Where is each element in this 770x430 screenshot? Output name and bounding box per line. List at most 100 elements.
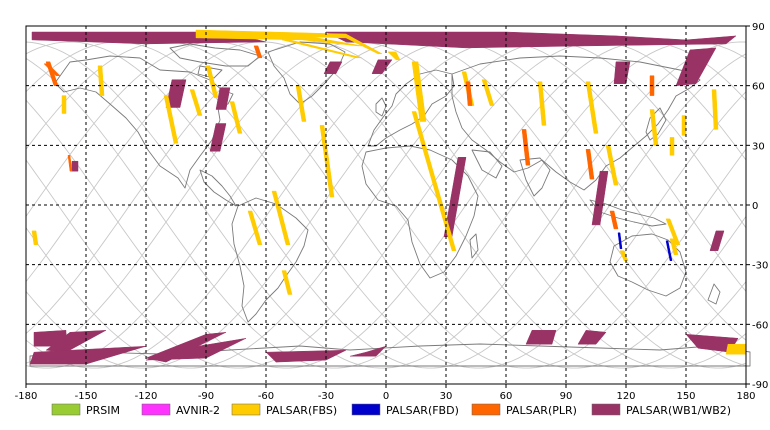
palsar-fbs-swath: [31, 230, 39, 246]
palsar-plr-swath: [43, 63, 61, 76]
japan-coast: [645, 107, 667, 141]
palsar-fbs-swath: [205, 65, 219, 98]
south-america-coast: [231, 197, 309, 323]
palsar-fbs-swath: [281, 39, 363, 59]
arabia-coast: [471, 149, 503, 179]
palsar-fbs-swath: [61, 95, 67, 114]
x-tick-label: -30: [318, 391, 334, 402]
palsar-wb-swath: [325, 31, 737, 49]
australia-coast: [609, 233, 687, 297]
palsar-fbs-swath: [585, 81, 599, 134]
palsar-fbs-swath: [669, 137, 675, 156]
x-tick-label: -120: [135, 391, 158, 402]
palsar-fbs-swath: [711, 89, 719, 130]
x-tick-label: -60: [258, 391, 274, 402]
north-america-coast: [54, 55, 234, 189]
coastlines: [29, 41, 751, 367]
legend-label: PALSAR(WB1/WB2): [626, 404, 731, 417]
longitude-axis: -180 -150 -120 -90 -60 -30 0 30 60 90 120 150 180: [15, 384, 756, 402]
y-tick-label: -60: [752, 320, 768, 331]
palsar-fbs-swath: [195, 33, 363, 47]
palsar-wb-swath: [215, 87, 231, 110]
palsar-fbs-swath: [665, 218, 681, 246]
palsar-wb-swath: [371, 59, 393, 74]
legend-item: PALSAR(FBS): [231, 403, 337, 417]
x-tick-label: -90: [198, 391, 214, 402]
legend-label: PRSIM: [86, 404, 120, 417]
legend-swatch: [351, 403, 381, 416]
greenland-coast: [267, 41, 346, 105]
palsar-fbs-swath: [725, 343, 747, 355]
asia-coast: [451, 55, 701, 191]
india-coast: [519, 157, 551, 197]
palsar-wb-swath: [265, 349, 347, 363]
legend-label: AVNIR-2: [176, 404, 220, 417]
palsar-fbs-swath: [481, 79, 495, 106]
palsar-fbs-swath: [411, 111, 457, 251]
legend-item: AVNIR-2: [141, 403, 220, 417]
arctic-islands: [169, 43, 261, 79]
central-america-coast: [199, 169, 237, 207]
y-tick-label: 90: [752, 22, 765, 33]
palsar-wb-swath: [71, 160, 79, 172]
palsar-wb-swath: [349, 345, 387, 357]
palsar-fbs-swath: [229, 101, 243, 134]
new-zealand-coast: [707, 283, 721, 305]
legend-swatch: [231, 403, 261, 416]
legend-label: PALSAR(PLR): [506, 404, 577, 417]
palsar-wb-swath: [613, 61, 631, 84]
palsar-fbd-swaths: [617, 232, 673, 261]
x-tick-label: 180: [736, 391, 755, 402]
graticule: [26, 26, 746, 384]
y-tick-label: -30: [752, 261, 768, 272]
palsar-plr-swath: [585, 149, 595, 180]
legend-label: PALSAR(FBS): [266, 404, 337, 417]
y-tick-label: 60: [752, 82, 765, 93]
europe-coast: [367, 69, 455, 147]
palsar-wb-swath: [591, 170, 609, 226]
x-tick-label: 30: [440, 391, 453, 402]
palsar-plr-swath: [609, 210, 619, 230]
x-tick-label: -150: [75, 391, 98, 402]
x-tick-label: -180: [15, 391, 38, 402]
palsar-fbs-swath: [189, 89, 203, 116]
palsar-fbs-swath: [669, 238, 679, 255]
x-tick-label: 90: [560, 391, 573, 402]
uk-coast: [375, 97, 387, 117]
palsar-wb-swaths: [29, 31, 739, 365]
palsar-wb-swath: [209, 123, 227, 152]
palsar-fbs-swath: [537, 81, 547, 126]
legend-swatch: [591, 403, 621, 416]
palsar-fbs-swath: [619, 250, 629, 261]
palsar-fbs-swath: [411, 61, 427, 122]
palsar-plr-swath: [521, 129, 531, 166]
x-tick-label: 0: [383, 391, 389, 402]
palsar-fbd-swath: [665, 240, 673, 261]
palsar-fbs-swath: [281, 270, 293, 295]
legend-label: PALSAR(FBD): [386, 404, 459, 417]
y-tick-label: 30: [752, 141, 765, 152]
palsar-fbs-swath: [163, 95, 179, 144]
palsar-fbs-swath: [271, 190, 291, 246]
legend-item: PALSAR(PLR): [471, 403, 577, 417]
y-tick-label: 0: [752, 201, 758, 212]
y-tick-label: -90: [752, 380, 768, 391]
legend-item: PALSAR(FBD): [351, 403, 459, 417]
legend-swatch: [141, 403, 171, 416]
madagascar-coast: [469, 233, 479, 259]
palsar-fbs-swath: [247, 210, 263, 246]
africa-coast: [361, 145, 479, 279]
latitude-axis: 90 60 30 0 -30 -60 -90: [746, 22, 768, 391]
legend-item: PALSAR(WB1/WB2): [591, 403, 731, 417]
palsar-plr-swath: [67, 155, 73, 172]
palsar-wb-swath: [525, 330, 557, 345]
palsar-fbd-swath: [617, 232, 623, 250]
legend-swatch: [471, 403, 501, 416]
legend-swatch: [51, 403, 81, 416]
x-tick-label: 60: [500, 391, 513, 402]
palsar-plr-swath: [465, 81, 473, 106]
x-tick-label: 120: [616, 391, 635, 402]
palsar-wb-swath: [577, 330, 607, 345]
x-tick-label: 150: [676, 391, 695, 402]
